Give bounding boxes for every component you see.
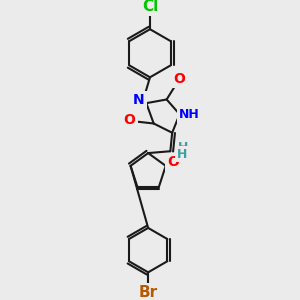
Text: O: O [167,155,179,169]
Text: O: O [174,72,185,86]
Text: Br: Br [139,285,158,300]
Text: H: H [178,141,188,154]
Text: N: N [133,93,145,107]
Text: H: H [177,148,188,160]
Text: NH: NH [178,108,199,121]
Text: O: O [124,113,136,127]
Text: Cl: Cl [142,0,158,14]
